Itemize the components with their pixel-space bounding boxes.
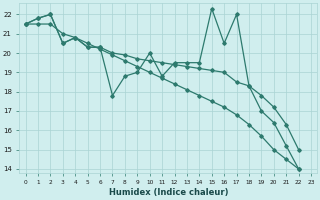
X-axis label: Humidex (Indice chaleur): Humidex (Indice chaleur) (108, 188, 228, 197)
